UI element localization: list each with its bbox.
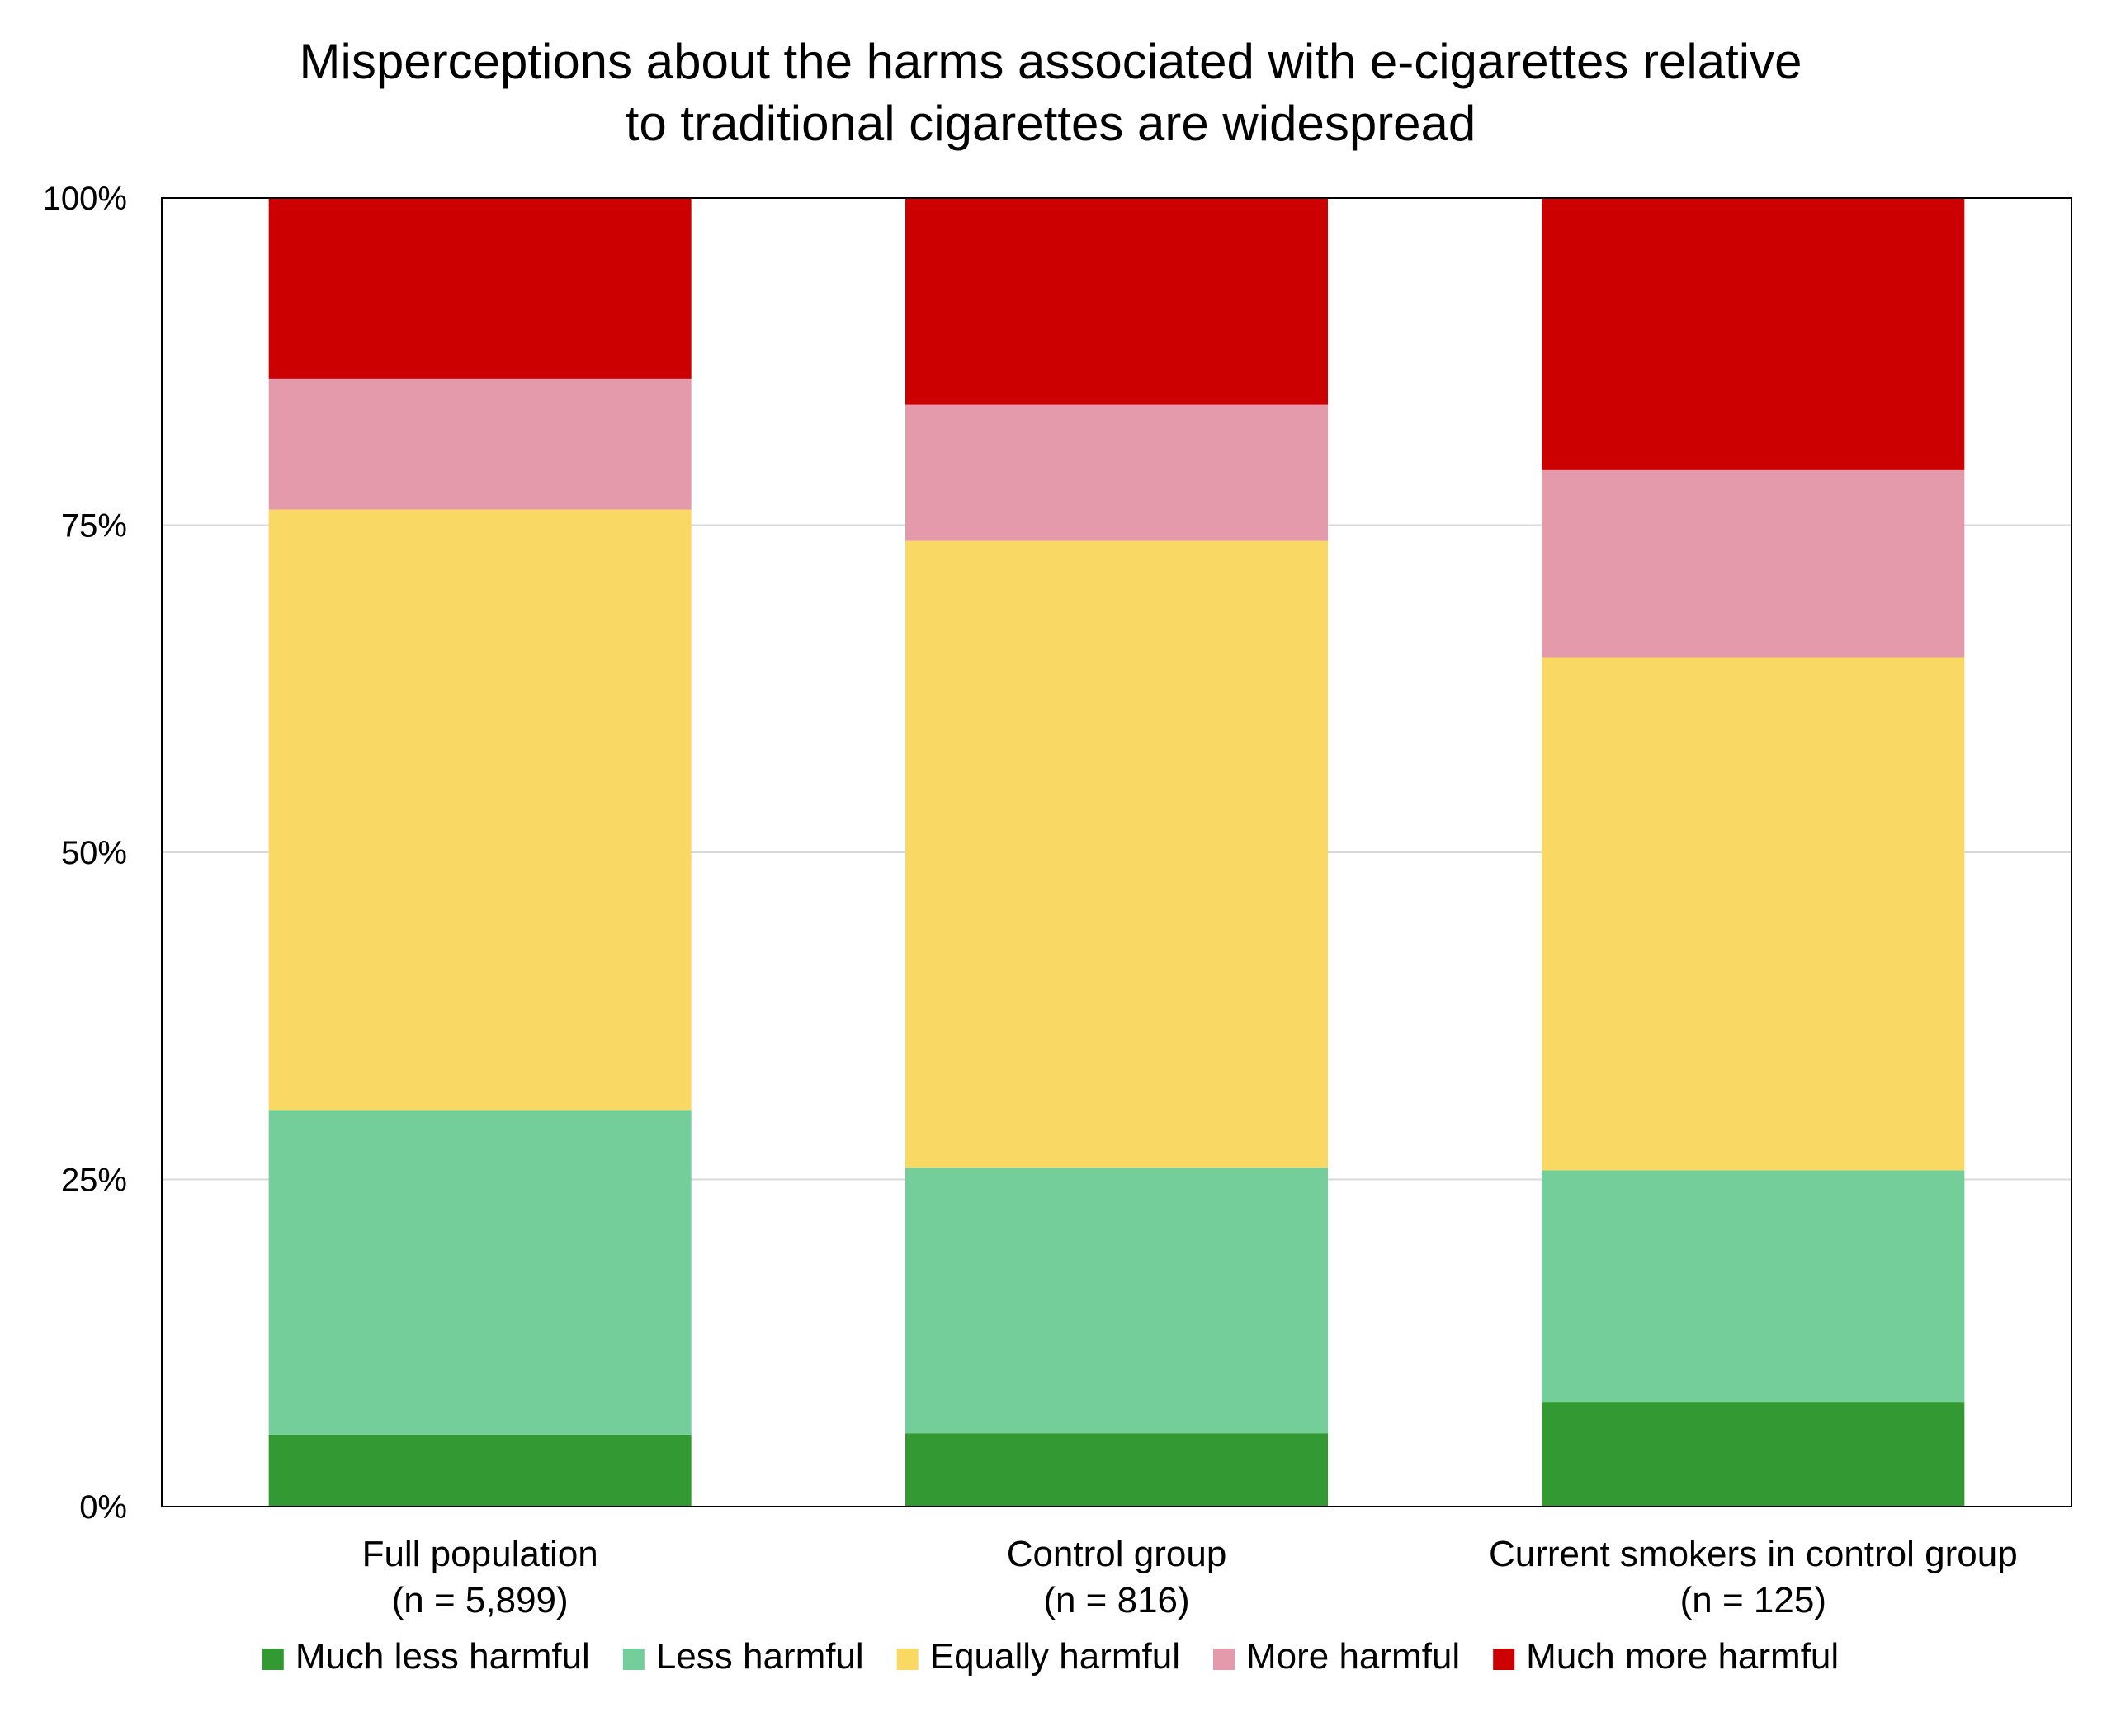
bar-segment [268,1434,692,1507]
bar-segment [905,1168,1328,1434]
plot-area-frame [161,197,2072,1507]
bar-segment [1542,657,1965,1171]
x-category-label: Current smokers in control group [1489,1534,2018,1574]
legend-label: Equally harmful [930,1636,1180,1677]
legend-label: Much more harmful [1526,1636,1839,1677]
bar-segment [1542,1402,1965,1507]
legend-swatch [622,1649,645,1670]
bar-segment [268,378,692,510]
chart-title: Misperceptions about the harms associate… [300,34,1802,151]
bar-segment [905,1433,1328,1507]
x-axis-category-labels: Full population (n = 5,899) Control group (… [362,1534,2018,1620]
bar-segment [1542,469,1965,658]
chart-title-line-2: to traditional cigarettes are widespread [626,96,1476,151]
bar-segment [268,198,692,379]
y-tick-label: 50% [61,835,127,871]
bar-segment [905,404,1328,541]
legend-item: Equally harmful [896,1636,1180,1677]
legend-swatch [1493,1649,1515,1670]
y-tick-label: 75% [61,508,127,545]
bar-segment [905,540,1328,1168]
bar-segment [1542,198,1965,470]
x-category-label: Control group [1007,1534,1227,1574]
legend: Much less harmful Less harmful Equally har… [262,1636,1839,1677]
legend-swatch [1212,1649,1235,1670]
x-category-label: (n = 816) [1043,1580,1189,1620]
bar-segment [1542,1170,1965,1403]
legend-item: Much more harmful [1493,1636,1839,1677]
legend-swatch [262,1649,284,1670]
x-category-label: (n = 5,899) [392,1580,569,1620]
legend-label: Much less harmful [295,1636,590,1677]
x-category-label: Full population [362,1534,598,1574]
legend-label: More harmful [1246,1636,1460,1677]
y-tick-label: 100% [43,181,127,217]
legend-label: Less harmful [656,1636,864,1677]
x-category-label: (n = 125) [1680,1580,1826,1620]
y-axis-tick-labels: 0% 25% 50% 75% 100% [43,181,127,1526]
bar-segment [905,198,1328,405]
bars [268,198,1965,1507]
bar-segment [268,1110,692,1435]
chart-title-line-1: Misperceptions about the harms associate… [300,34,1802,89]
y-tick-label: 25% [61,1163,127,1199]
bar-segment [268,509,692,1111]
legend-item: Less harmful [622,1636,864,1677]
legend-item: Much less harmful [262,1636,590,1677]
legend-swatch [896,1649,919,1670]
legend-item: More harmful [1212,1636,1460,1677]
y-tick-label: 0% [79,1489,127,1526]
